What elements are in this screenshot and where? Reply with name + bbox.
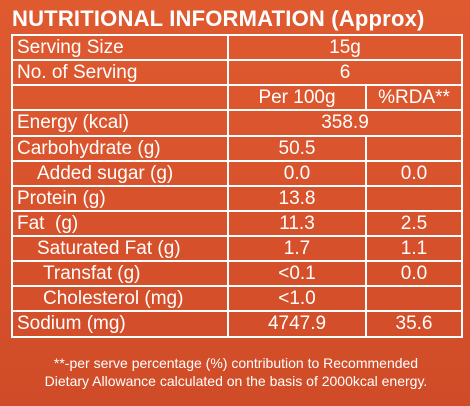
nutrient-per100: 11.3: [227, 210, 367, 237]
servings-value: 6: [226, 59, 464, 86]
nutrient-per100: 0.0: [227, 160, 367, 187]
nutrient-rda: 35.6: [364, 310, 464, 338]
table-row: Protein (g) 13.8: [11, 185, 464, 212]
table-row: Added sugar (g) 0.0 0.0: [11, 160, 464, 187]
energy-value: 358.9: [226, 109, 464, 137]
servings-label: No. of Serving: [11, 59, 229, 86]
energy-row: Energy (kcal) 358.9: [11, 109, 464, 137]
serving-size-value: 15g: [226, 34, 464, 61]
nutrition-table: Serving Size 15g No. of Serving 6 Per 10…: [11, 34, 464, 338]
header-per100: Per 100g: [227, 84, 367, 111]
nutrient-label: Transfat (g): [11, 260, 229, 287]
nutrient-rda: 2.5: [364, 210, 464, 237]
header-row: Per 100g %RDA**: [11, 84, 464, 111]
table-row: Carbohydrate (g) 50.5: [11, 135, 464, 162]
header-blank-cell: [11, 84, 229, 111]
nutrient-rda: [364, 135, 464, 162]
nutrient-label: Added sugar (g): [11, 160, 229, 187]
nutrient-per100: 50.5: [227, 135, 367, 162]
rda-footnote: **-per serve percentage (%) contribution…: [8, 354, 464, 390]
energy-label: Energy (kcal): [11, 109, 229, 137]
nutrient-rda: 0.0: [364, 160, 464, 187]
nutrient-label: Saturated Fat (g): [11, 235, 229, 262]
nutrient-label: Carbohydrate (g): [11, 135, 229, 162]
footnote-line-1: **-per serve percentage (%) contribution…: [53, 355, 419, 371]
table-row: Cholesterol (mg) <1.0: [11, 285, 464, 312]
table-row: Fat (g) 11.3 2.5: [11, 210, 464, 237]
nutrient-label: Sodium (mg): [11, 310, 229, 338]
table-row: Saturated Fat (g) 1.7 1.1: [11, 235, 464, 262]
nutrient-per100: 13.8: [227, 185, 367, 212]
servings-row: No. of Serving 6: [11, 59, 464, 86]
nutrient-per100: 1.7: [227, 235, 367, 262]
table-row: Sodium (mg) 4747.9 35.6: [11, 310, 464, 338]
nutrient-per100: <1.0: [227, 285, 367, 312]
nutrient-rda: 0.0: [364, 260, 464, 287]
table-row: Transfat (g) <0.1 0.0: [11, 260, 464, 287]
nutrient-rda: [364, 285, 464, 312]
header-rda: %RDA**: [364, 84, 464, 111]
serving-size-row: Serving Size 15g: [11, 34, 464, 61]
nutrient-label: Cholesterol (mg): [11, 285, 229, 312]
nutrient-label: Fat (g): [11, 210, 229, 237]
nutrient-rda: [364, 185, 464, 212]
footnote-line-2: Dietary Allowance calculated on the basi…: [44, 373, 428, 389]
nutrient-per100: 4747.9: [227, 310, 367, 338]
nutrient-label: Protein (g): [11, 185, 229, 212]
serving-size-label: Serving Size: [11, 34, 229, 61]
nutrient-per100: <0.1: [227, 260, 367, 287]
nutrient-rda: 1.1: [364, 235, 464, 262]
nutrition-title: NUTRITIONAL INFORMATION (Approx): [12, 6, 425, 31]
